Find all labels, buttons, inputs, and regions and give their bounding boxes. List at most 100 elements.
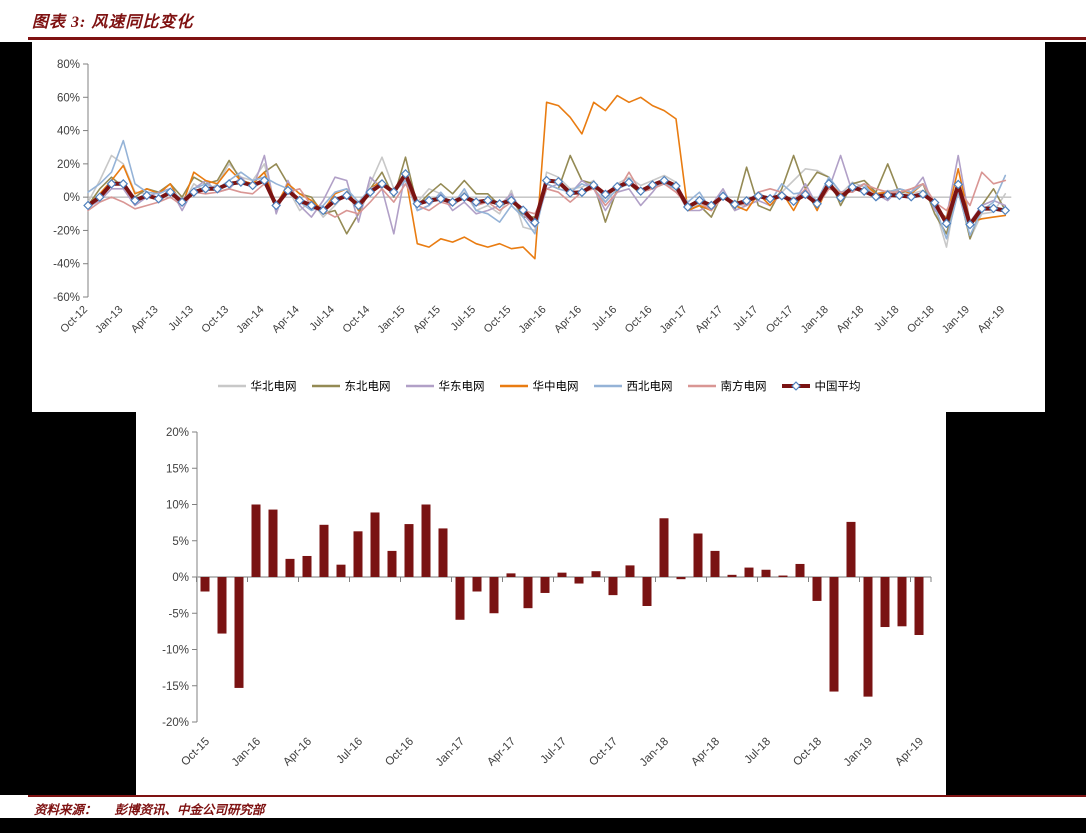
svg-text:-10%: -10% — [162, 645, 189, 657]
svg-text:-20%: -20% — [162, 717, 189, 729]
svg-text:Jan-15: Jan-15 — [375, 304, 407, 336]
bar-Mar-17 — [489, 577, 499, 614]
x-axis-labels: Oct-12 Jan-13 Apr-13 Jul-13 Oct-13 Jan-14 Apr-… — [58, 304, 1007, 336]
legend-item-华中电网: 华中电网 — [499, 378, 579, 394]
title-rule — [28, 37, 1086, 40]
svg-text:20%: 20% — [166, 427, 189, 439]
bar-Feb-19 — [880, 577, 890, 628]
svg-text:5%: 5% — [172, 536, 189, 548]
svg-text:Jul-18: Jul-18 — [872, 304, 902, 334]
legend-swatch-line — [405, 384, 434, 388]
bar-Sep-18 — [795, 563, 805, 577]
bottom-chart-panel: 20% 15% 10% 5% 0% -5% -10% -15% -20% Oct-15 Jan-16… — [136, 412, 946, 795]
figure-title: 图表 3: 风速同比变化 — [32, 14, 194, 31]
svg-text:Oct-18: Oct-18 — [905, 304, 937, 336]
svg-text:-15%: -15% — [162, 681, 189, 693]
legend-swatch-line — [593, 384, 622, 388]
bar-Dec-18 — [846, 521, 856, 577]
footer-rule — [28, 795, 1086, 797]
bar-Apr-16 — [302, 555, 312, 577]
bar-Mar-16 — [285, 558, 295, 577]
bar-Sep-17 — [591, 571, 601, 577]
svg-text:Oct-17: Oct-17 — [587, 736, 620, 769]
svg-text:Jan-16: Jan-16 — [516, 304, 548, 336]
bar-Jun-17 — [540, 577, 550, 593]
bar-Aug-18 — [778, 575, 788, 577]
bar-Oct-16 — [404, 524, 414, 577]
bar-Nov-16 — [421, 504, 431, 577]
bar-Jan-19 — [863, 577, 873, 697]
svg-text:-5%: -5% — [169, 608, 189, 620]
series-南方电网 — [87, 171, 1007, 218]
svg-text:Apr-14: Apr-14 — [270, 304, 302, 336]
svg-text:10%: 10% — [166, 500, 189, 512]
svg-text:Apr-19: Apr-19 — [893, 736, 926, 769]
svg-text:Apr-18: Apr-18 — [689, 736, 722, 769]
bar-Jun-18 — [744, 567, 754, 577]
bar-Aug-17 — [574, 577, 584, 584]
figure-title-band: 图表 3: 风速同比变化 — [0, 0, 1086, 42]
bar-Jul-17 — [557, 572, 567, 577]
svg-text:Jul-17: Jul-17 — [731, 304, 761, 334]
legend-label: 华东电网 — [438, 381, 485, 393]
legend-swatch-line — [687, 384, 716, 388]
svg-text:Apr-17: Apr-17 — [693, 304, 725, 336]
svg-text:Jul-17: Jul-17 — [538, 736, 569, 767]
bar-Oct-18 — [812, 577, 822, 601]
legend-label: 华中电网 — [532, 381, 579, 393]
legend-label: 中国平均 — [814, 381, 861, 393]
bar-Jan-16 — [251, 504, 261, 577]
bar-May-18 — [727, 574, 737, 577]
series-华北电网 — [87, 154, 1007, 248]
bar-Feb-18 — [676, 577, 686, 580]
svg-text:Jan-19: Jan-19 — [842, 736, 875, 769]
bar-Apr-17 — [506, 573, 516, 577]
legend-item-南方电网: 南方电网 — [687, 378, 767, 394]
source-footer-band: 资料来源： 彭博资讯、中金公司研究部 — [0, 795, 1086, 818]
svg-text:15%: 15% — [166, 463, 189, 475]
bar-Feb-16 — [268, 509, 278, 577]
bar-Jul-18 — [761, 569, 771, 577]
svg-text:Jul-16: Jul-16 — [334, 736, 365, 767]
svg-text:Apr-18: Apr-18 — [834, 304, 866, 336]
svg-text:Apr-17: Apr-17 — [485, 736, 518, 769]
bar-Jan-18 — [659, 518, 669, 577]
bar-May-16 — [319, 524, 329, 577]
legend-swatch-line — [499, 384, 528, 388]
y-axis: 80% 60% 40% 20% 0% -20% -40% -60% — [53, 59, 89, 304]
svg-text:Oct-15: Oct-15 — [179, 736, 212, 769]
baseline-ticks — [196, 577, 932, 582]
svg-text:Jul-14: Jul-14 — [307, 304, 337, 334]
legend-label: 西北电网 — [626, 381, 673, 393]
bar-Jun-16 — [336, 564, 346, 577]
bar-Jan-17 — [455, 577, 465, 620]
legend-item-东北电网: 东北电网 — [311, 378, 391, 394]
china-average-yoy-bar-chart: 20% 15% 10% 5% 0% -5% -10% -15% -20% Oct-15 Jan-16… — [162, 427, 932, 769]
bottom-black-bar — [0, 818, 1086, 833]
svg-text:60%: 60% — [57, 92, 80, 104]
legend-label: 华北电网 — [250, 381, 297, 393]
bars — [200, 504, 924, 697]
bar-Apr-19 — [914, 577, 924, 635]
svg-text:Oct-16: Oct-16 — [383, 736, 416, 769]
svg-text:80%: 80% — [57, 59, 80, 71]
svg-text:20%: 20% — [57, 159, 80, 171]
bar-Dec-16 — [438, 528, 448, 577]
bar-May-17 — [523, 577, 533, 609]
series-中国平均 — [83, 169, 1011, 230]
legend-item-中国平均: 中国平均 — [781, 378, 861, 394]
svg-text:40%: 40% — [57, 126, 80, 138]
svg-text:Apr-19: Apr-19 — [976, 304, 1008, 336]
y-axis: 20% 15% 10% 5% 0% -5% -10% -15% -20% — [162, 427, 198, 729]
legend-item-华北电网: 华北电网 — [217, 378, 297, 394]
bar-Dec-17 — [642, 577, 652, 606]
legend-label: 东北电网 — [344, 381, 391, 393]
bar-Dec-15 — [234, 577, 244, 688]
svg-text:Oct-13: Oct-13 — [199, 304, 231, 336]
svg-text:Apr-15: Apr-15 — [411, 304, 443, 336]
bar-Jul-16 — [353, 531, 363, 577]
legend-swatch-line — [781, 381, 810, 391]
bar-Feb-17 — [472, 577, 482, 592]
svg-text:Jan-19: Jan-19 — [940, 304, 972, 336]
